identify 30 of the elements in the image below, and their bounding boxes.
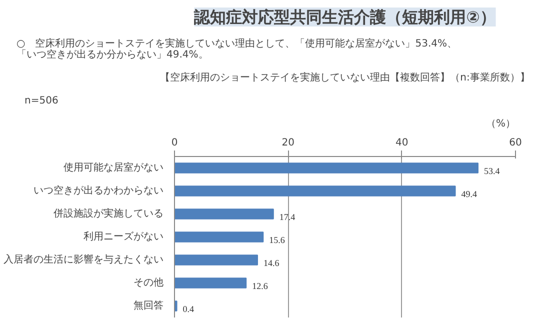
data-label: 53.4 xyxy=(484,166,500,176)
data-label: 14.6 xyxy=(263,258,280,268)
y-tick-label: その他 xyxy=(134,276,164,288)
bar xyxy=(174,208,274,220)
x-tick-label: 20 xyxy=(282,138,295,148)
chart-subtitle: ○ 空床利用のショートステイを実施していない理由として、「使用可能な居室がない」53.4%、「いつ空きが出るか分からない」49.4%。 xyxy=(16,38,457,60)
text: 【空床利用のショートステイを実施していない理由【複数回答】（n:事業所数）】 xyxy=(160,72,530,84)
data-label: 49.4 xyxy=(461,189,478,199)
text: n=506 xyxy=(24,96,58,106)
y-tick-label: 併設施設が実施している xyxy=(54,208,164,220)
x-tick-label: 0 xyxy=(171,138,178,148)
y-tick-label: 無回答 xyxy=(134,300,164,312)
bar xyxy=(174,232,264,242)
bar xyxy=(174,186,456,196)
data-label: 12.6 xyxy=(252,281,268,291)
y-tick-label: 利用ニーズがない xyxy=(84,230,164,242)
y-tick-label: いつ空きが出るかわからない xyxy=(34,184,164,196)
data-label: 17.4 xyxy=(279,212,296,222)
bar xyxy=(174,162,478,174)
y-tick-label: 入居者の生活に影響を与えたくない xyxy=(4,254,164,266)
x-tick-label: 60 xyxy=(509,138,522,148)
bar xyxy=(174,278,247,288)
data-label: 15.6 xyxy=(269,235,286,245)
bar xyxy=(174,254,258,266)
x-axis-title: （%） xyxy=(486,118,516,130)
bar xyxy=(174,300,178,312)
data-label: 0.4 xyxy=(182,304,195,314)
y-tick-label: 使用可能な居室がない xyxy=(64,162,164,174)
x-tick-label: 40 xyxy=(395,138,408,148)
chart-title: 認知症対応型共同生活介護（短期利用②） xyxy=(193,8,496,26)
